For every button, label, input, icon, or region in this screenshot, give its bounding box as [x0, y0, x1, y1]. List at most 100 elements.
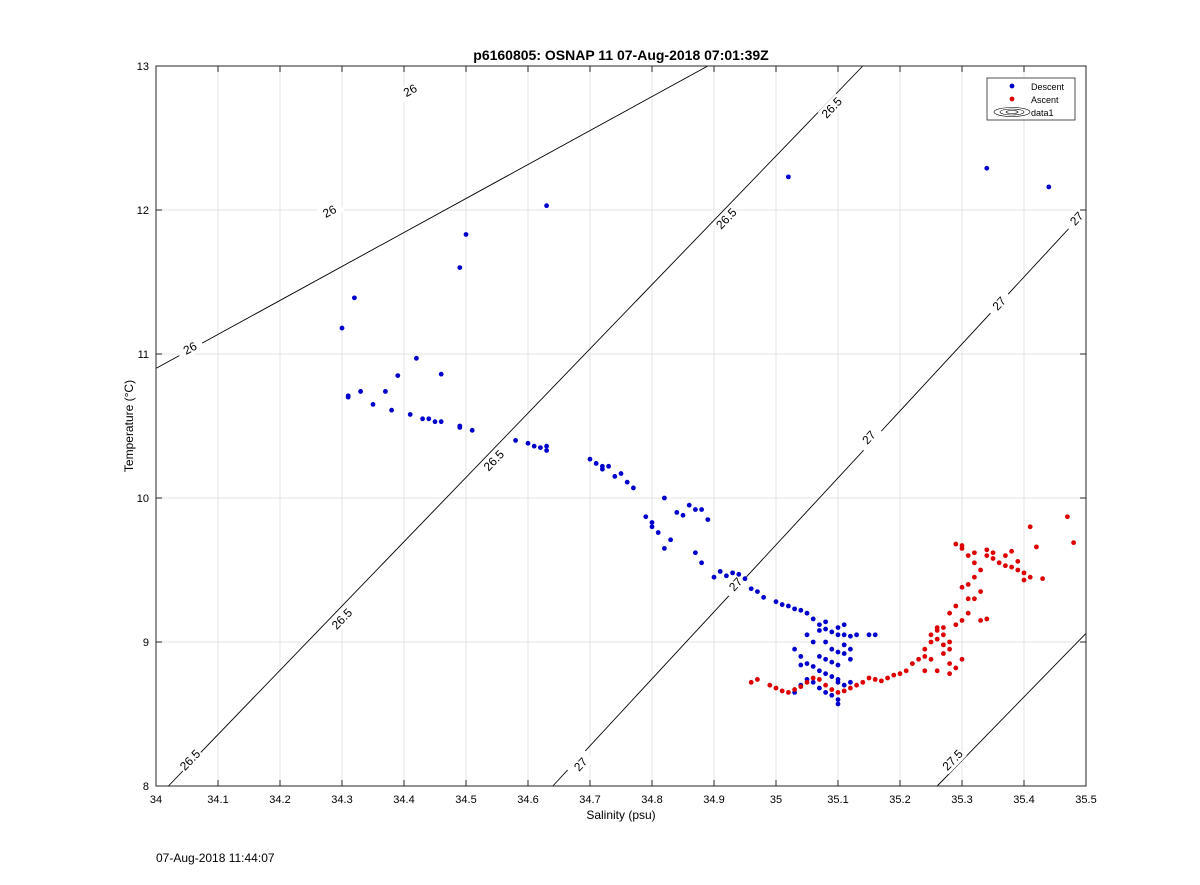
ascent-point — [860, 679, 866, 685]
descent-point — [810, 616, 816, 622]
descent-point — [835, 697, 841, 702]
ascent-point — [804, 679, 810, 685]
contour-label-bg — [176, 745, 205, 775]
legend-descent-marker — [1009, 83, 1015, 89]
contour-icon — [993, 107, 1031, 117]
ascent-point — [996, 560, 1002, 566]
x-axis-label: Salinity (psu) — [586, 808, 655, 822]
descent-point — [463, 232, 469, 237]
descent-point — [779, 602, 785, 607]
descent-point — [872, 632, 878, 638]
descent-point — [829, 629, 835, 635]
descent-point — [699, 507, 704, 512]
ascent-point — [885, 675, 890, 681]
contour-label-bg — [566, 750, 595, 779]
ascent-point — [965, 582, 971, 587]
descent-point — [513, 438, 518, 443]
descent-point — [829, 659, 835, 665]
descent-point — [469, 427, 475, 433]
contour-label-bg — [712, 204, 741, 233]
ascent-point — [916, 656, 921, 662]
contour-label-bg — [855, 423, 883, 452]
descent-point — [848, 679, 853, 685]
descent-point — [370, 402, 376, 407]
ascent-point — [1015, 567, 1021, 573]
y-tick-label: 8 — [143, 781, 149, 793]
contour-27: 27 27 27 27 27 — [552, 204, 1091, 787]
descent-point — [383, 389, 388, 394]
descent-point — [544, 203, 549, 209]
ascent-point — [792, 687, 797, 692]
ascent-point — [1021, 570, 1027, 576]
ascent-point — [947, 661, 952, 666]
contour-label-bg — [938, 745, 967, 775]
descent-point — [618, 471, 624, 476]
ascent-point — [990, 550, 996, 556]
x-tick-label: 35.5 — [1075, 794, 1096, 806]
descent-point — [817, 685, 822, 691]
contour-label-bg — [314, 199, 345, 224]
x-tick-label: 34.6 — [517, 794, 538, 806]
descent-point — [432, 419, 438, 425]
ascent-point — [953, 622, 959, 628]
descent-point — [841, 622, 847, 628]
descent-point — [823, 690, 828, 695]
descent-point — [742, 576, 748, 582]
descent-point — [711, 574, 717, 580]
ascent-point — [1034, 544, 1039, 550]
y-axis-ticks: 8 9 10 11 12 13 — [137, 61, 1086, 793]
ascent-point — [1009, 548, 1014, 554]
ascent-point — [984, 616, 990, 622]
ascent-point — [903, 668, 909, 674]
descent-point — [631, 485, 636, 491]
ascent-point — [1027, 524, 1033, 530]
descent-point — [407, 412, 413, 417]
descent-point — [587, 456, 593, 462]
ascent-point — [928, 656, 934, 662]
legend[interactable]: Descent Ascent data1 — [986, 77, 1076, 121]
descent-point — [612, 474, 618, 479]
x-tick-label: 35.4 — [1013, 794, 1034, 806]
descent-point — [674, 510, 680, 515]
descent-point — [457, 265, 463, 270]
contour-label-bg — [395, 78, 425, 103]
ascent-point — [978, 589, 983, 594]
contour-label: 27 — [985, 289, 1014, 318]
ascent-point — [1071, 540, 1076, 546]
descent-point — [352, 295, 357, 301]
ascent-point — [965, 596, 971, 602]
ascent-point — [872, 677, 878, 682]
descent-point — [773, 599, 779, 605]
ascent-point — [941, 632, 946, 638]
descent-point — [395, 373, 401, 378]
ascent-point — [823, 682, 828, 688]
ascent-point — [922, 668, 928, 674]
descent-point — [339, 325, 345, 331]
legend-box — [986, 77, 1076, 121]
contour-label-text: 26 — [320, 202, 339, 221]
ascent-point — [854, 682, 859, 688]
ascent-point — [1015, 558, 1021, 564]
ascent-point — [959, 618, 965, 623]
ascent-point — [972, 574, 977, 580]
descent-point — [389, 407, 394, 413]
contour-label-bg — [479, 446, 508, 475]
descent-point — [649, 520, 655, 525]
descent-point — [835, 662, 841, 668]
ascent-point — [798, 684, 804, 690]
ascent-point — [972, 550, 977, 556]
y-tick-label: 9 — [143, 637, 149, 649]
ascent-point — [829, 687, 835, 692]
descent-point — [829, 646, 835, 652]
ascent-point — [965, 553, 971, 558]
x-tick-label: 35.3 — [951, 794, 972, 806]
contour-label: 27 — [721, 570, 750, 599]
x-tick-label: 34.5 — [455, 794, 476, 806]
contour-label-bg — [1062, 204, 1091, 233]
descent-point — [786, 603, 791, 609]
ascent-point — [941, 642, 946, 648]
ascent-point — [1003, 553, 1008, 558]
descent-point — [420, 416, 425, 422]
ascent-point — [928, 632, 934, 638]
ascent-point — [767, 682, 773, 688]
